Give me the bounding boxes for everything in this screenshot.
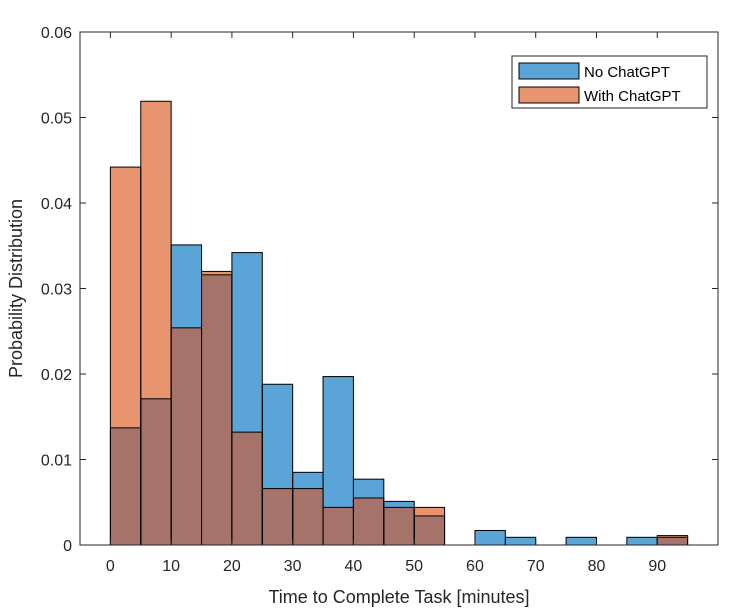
series-overlap — [110, 274, 688, 545]
y-tick-label: 0.04 — [41, 196, 72, 213]
y-axis-ticks: 0 0.01 0.02 0.03 0.04 0.05 0.06 — [41, 25, 718, 555]
x-tick-label: 10 — [162, 558, 180, 575]
bar-overlap — [657, 537, 688, 545]
x-tick-label: 20 — [223, 558, 241, 575]
y-tick-label: 0 — [63, 538, 72, 555]
legend-label-no-chatgpt: No ChatGPT — [584, 64, 670, 81]
bar-overlap — [110, 427, 141, 545]
x-tick-label: 30 — [284, 558, 302, 575]
x-axis-label: Time to Complete Task [minutes] — [268, 587, 529, 607]
bar-no-chatgpt — [505, 537, 536, 545]
bar-overlap — [201, 274, 232, 545]
y-tick-label: 0.03 — [41, 282, 72, 299]
bar-overlap — [292, 488, 324, 545]
bar-overlap — [140, 398, 172, 545]
x-tick-label: 70 — [527, 558, 545, 575]
legend-label-with-chatgpt: With ChatGPT — [584, 88, 681, 105]
bar-overlap — [353, 497, 384, 545]
bar-no-chatgpt — [474, 530, 506, 545]
bar-overlap — [383, 507, 415, 545]
x-tick-label: 0 — [106, 558, 115, 575]
x-tick-label: 90 — [648, 558, 666, 575]
bar-overlap — [171, 327, 202, 545]
y-tick-label: 0.06 — [41, 25, 72, 42]
bar-overlap — [414, 515, 445, 545]
y-tick-label: 0.02 — [41, 367, 72, 384]
bar-no-chatgpt — [626, 537, 658, 545]
legend: No ChatGPT With ChatGPT — [511, 55, 708, 109]
x-tick-label: 60 — [466, 558, 484, 575]
legend-swatch-no-chatgpt — [518, 62, 580, 80]
y-tick-label: 0.01 — [41, 453, 72, 470]
y-axis-label: Probability Distribution — [6, 199, 26, 378]
x-tick-label: 40 — [345, 558, 363, 575]
bar-no-chatgpt — [566, 537, 597, 545]
y-tick-label: 0.05 — [41, 111, 72, 128]
legend-swatch-with-chatgpt — [518, 86, 580, 104]
x-tick-label: 80 — [588, 558, 606, 575]
bar-overlap — [262, 488, 293, 545]
x-tick-label: 50 — [405, 558, 423, 575]
x-axis-ticks: 0 10 20 30 40 50 60 70 80 90 — [106, 32, 666, 575]
bar-overlap — [323, 507, 354, 545]
bar-overlap — [231, 432, 263, 545]
